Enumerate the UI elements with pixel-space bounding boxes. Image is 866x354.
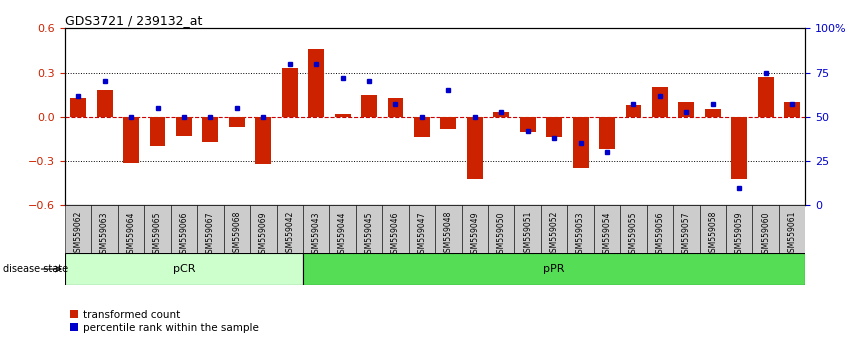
Bar xyxy=(123,117,139,162)
Bar xyxy=(567,205,594,253)
Text: GSM559058: GSM559058 xyxy=(708,211,717,257)
Bar xyxy=(652,87,668,117)
Bar xyxy=(65,205,92,253)
Bar xyxy=(546,117,562,137)
Text: GSM559050: GSM559050 xyxy=(497,211,506,258)
Bar xyxy=(779,205,805,253)
Bar xyxy=(520,117,536,132)
Text: disease state: disease state xyxy=(3,264,68,274)
Bar xyxy=(620,205,647,253)
Text: GDS3721 / 239132_at: GDS3721 / 239132_at xyxy=(65,14,203,27)
Text: GSM559049: GSM559049 xyxy=(470,211,479,258)
Bar xyxy=(97,90,113,117)
Bar xyxy=(176,117,192,136)
Bar xyxy=(303,253,805,285)
Bar xyxy=(625,105,642,117)
Bar xyxy=(250,205,276,253)
Bar xyxy=(171,205,197,253)
Text: GSM559064: GSM559064 xyxy=(126,211,136,258)
Bar xyxy=(514,205,541,253)
Bar xyxy=(599,117,615,149)
Legend: transformed count, percentile rank within the sample: transformed count, percentile rank withi… xyxy=(70,310,259,333)
Text: GSM559053: GSM559053 xyxy=(576,211,585,258)
Bar xyxy=(382,205,409,253)
Bar xyxy=(705,109,721,117)
Text: GSM559045: GSM559045 xyxy=(365,211,373,258)
Text: GSM559051: GSM559051 xyxy=(523,211,533,257)
Bar xyxy=(494,113,509,117)
Bar xyxy=(334,114,351,117)
Bar xyxy=(223,205,250,253)
Bar xyxy=(435,205,462,253)
Bar xyxy=(150,117,165,146)
Bar xyxy=(409,205,435,253)
Text: GSM559067: GSM559067 xyxy=(206,211,215,258)
Text: GSM559057: GSM559057 xyxy=(682,211,691,258)
Text: GSM559044: GSM559044 xyxy=(338,211,347,258)
Text: GSM559046: GSM559046 xyxy=(391,211,400,258)
Text: pPR: pPR xyxy=(543,264,565,274)
Bar xyxy=(255,117,271,164)
Bar xyxy=(65,253,303,285)
Bar xyxy=(329,205,356,253)
Bar xyxy=(594,205,620,253)
Text: GSM559055: GSM559055 xyxy=(629,211,638,258)
Bar xyxy=(276,205,303,253)
Bar xyxy=(700,205,726,253)
Bar xyxy=(388,98,404,117)
Bar xyxy=(541,205,567,253)
Bar xyxy=(145,205,171,253)
Text: GSM559054: GSM559054 xyxy=(603,211,611,258)
Bar xyxy=(647,205,673,253)
Text: GSM559048: GSM559048 xyxy=(444,211,453,257)
Bar xyxy=(488,205,514,253)
Bar xyxy=(785,102,800,117)
Bar xyxy=(229,117,245,127)
Text: GSM559043: GSM559043 xyxy=(312,211,320,258)
Text: GSM559066: GSM559066 xyxy=(179,211,189,258)
Bar xyxy=(441,117,456,129)
Text: GSM559063: GSM559063 xyxy=(100,211,109,258)
Bar xyxy=(678,102,695,117)
Bar xyxy=(303,205,329,253)
Bar xyxy=(462,205,488,253)
Bar xyxy=(203,117,218,142)
Bar xyxy=(197,205,223,253)
Bar xyxy=(118,205,145,253)
Bar xyxy=(758,77,773,117)
Text: GSM559056: GSM559056 xyxy=(656,211,664,258)
Text: GSM559069: GSM559069 xyxy=(259,211,268,258)
Bar xyxy=(281,68,298,117)
Text: GSM559059: GSM559059 xyxy=(734,211,744,258)
Bar xyxy=(726,205,753,253)
Bar xyxy=(673,205,700,253)
Bar xyxy=(361,95,377,117)
Text: GSM559052: GSM559052 xyxy=(550,211,559,257)
Text: GSM559061: GSM559061 xyxy=(788,211,797,257)
Text: pCR: pCR xyxy=(172,264,195,274)
Bar xyxy=(356,205,382,253)
Text: GSM559065: GSM559065 xyxy=(153,211,162,258)
Bar xyxy=(308,49,324,117)
Bar xyxy=(753,205,779,253)
Bar xyxy=(414,117,430,137)
Text: GSM559062: GSM559062 xyxy=(74,211,82,257)
Bar xyxy=(572,117,589,169)
Text: GSM559060: GSM559060 xyxy=(761,211,770,258)
Bar xyxy=(92,205,118,253)
Text: GSM559042: GSM559042 xyxy=(285,211,294,257)
Bar xyxy=(467,117,482,179)
Bar xyxy=(731,117,747,179)
Bar xyxy=(70,98,86,117)
Text: GSM559047: GSM559047 xyxy=(417,211,426,258)
Text: GSM559068: GSM559068 xyxy=(232,211,242,257)
